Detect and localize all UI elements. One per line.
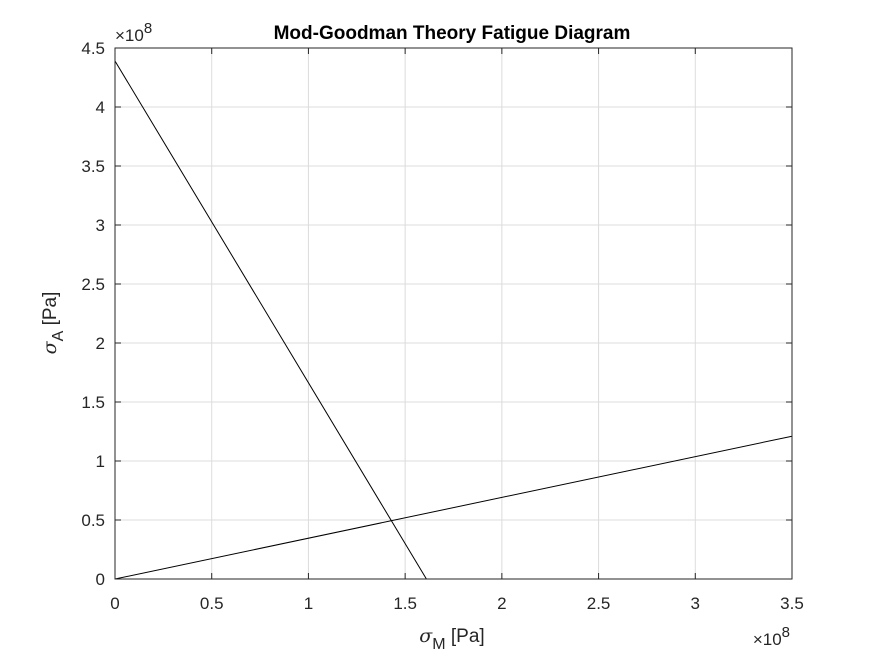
y-axis-multiplier: ×108 (115, 20, 152, 45)
y-tick-label: 1 (96, 452, 105, 471)
x-tick-label: 3 (691, 594, 700, 613)
x-tick-label: 1.5 (393, 594, 417, 613)
y-tick-label: 0 (96, 570, 105, 589)
ticks: 0 0.5 1 1.5 2 2.5 3 3.5 0 0.5 1 1.5 2 2.5 3 3.5 4 4.5 (81, 39, 803, 613)
grid (114, 47, 793, 580)
y-tick-label: 2 (96, 334, 105, 353)
plot-box (114, 47, 793, 580)
x-tick-label: 0.5 (200, 594, 224, 613)
y-tick-label: 3 (96, 216, 105, 235)
x-tick-label: 1 (304, 594, 313, 613)
series-line-2 (114, 435, 793, 580)
series-line-1 (114, 60, 427, 580)
axes-frame (114, 47, 793, 580)
x-axis-label: σM [Pa] (419, 625, 484, 653)
chart-title: Mod-Goodman Theory Fatigue Diagram (274, 23, 631, 44)
y-tick-label: 3.5 (81, 157, 105, 176)
labels: Mod-Goodman Theory Fatigue Diagram ×108 … (39, 20, 790, 653)
y-tick-label: 0.5 (81, 511, 105, 530)
x-tick-label: 3.5 (780, 594, 804, 613)
y-tick-label: 4 (96, 98, 105, 117)
x-tick-label: 0 (110, 594, 119, 613)
y-tick-label: 1.5 (81, 393, 105, 412)
series-group (114, 60, 793, 580)
y-axis-label: σA [Pa] (39, 292, 67, 355)
x-tick-label: 2.5 (587, 594, 611, 613)
x-tick-label: 2 (497, 594, 506, 613)
y-tick-label: 4.5 (81, 39, 105, 58)
y-tick-label: 2.5 (81, 275, 105, 294)
x-axis-multiplier: ×108 (753, 624, 790, 649)
